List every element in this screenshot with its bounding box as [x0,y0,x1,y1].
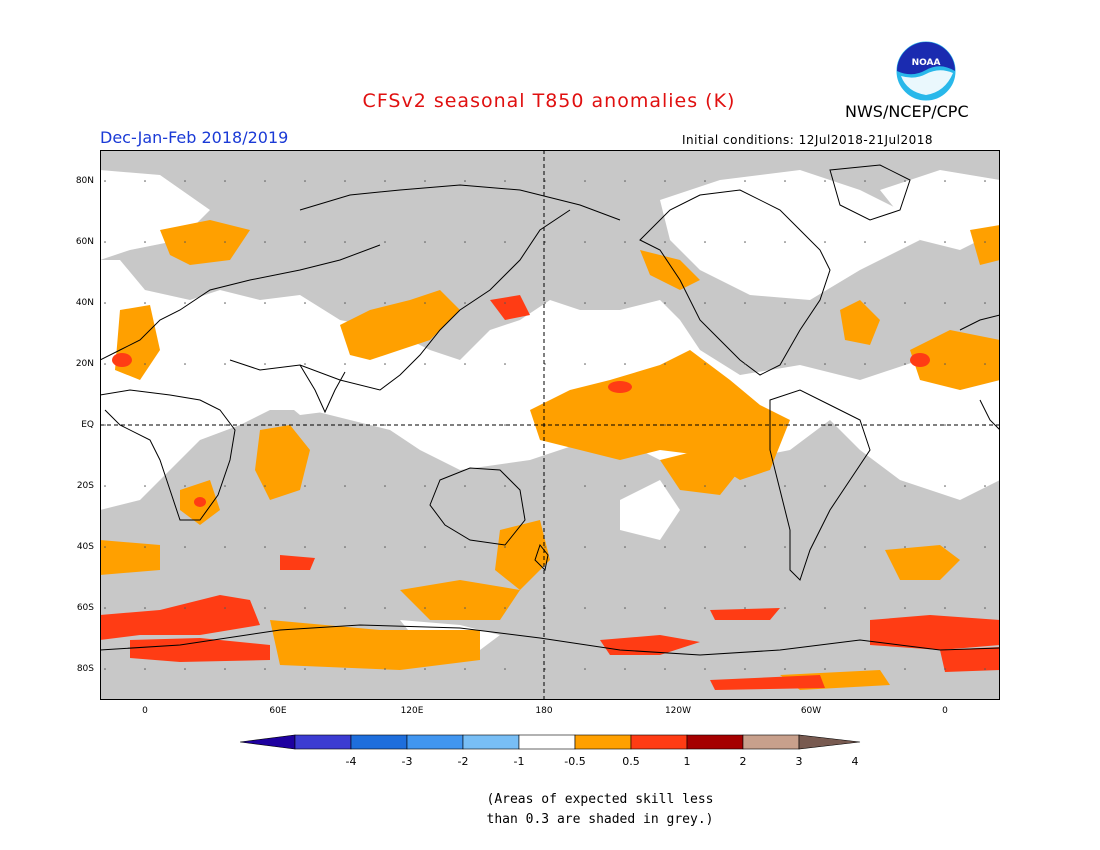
colorbar-label: 2 [739,755,747,768]
colorbar-label: 3 [795,755,803,768]
colorbar-label: -4 [345,755,357,768]
colorbar-cell [294,734,352,750]
lat-label: EQ [81,420,94,430]
lat-label: 20S [76,481,94,491]
colorbar-cell [742,734,800,750]
lon-label: 60W [800,706,822,716]
lat-label: 60N [75,237,94,247]
lon-label: 120E [400,706,424,716]
colorbar-arrow-right [798,734,861,750]
lat-label: 20N [75,359,94,369]
forecast-period: Dec-Jan-Feb 2018/2019 [100,128,289,147]
colorbar-label: 4 [851,755,859,768]
lon-label: 180 [535,706,553,716]
colorbar-cell [518,734,576,750]
noaa-logo-icon: NOAA [895,40,957,102]
colorbar-label: 0.5 [622,755,640,768]
colorbar-cell [462,734,520,750]
map-title-text: CFSv2 seasonal T850 anomalies (K) [362,90,736,112]
lat-label: 40N [75,298,94,308]
colorbar-label: 1 [683,755,691,768]
lat-label: 80N [75,176,94,186]
initial-conditions: Initial conditions: 12Jul2018-21Jul2018 [682,133,934,147]
lon-label: 0 [942,706,948,716]
colorbar-cell [350,734,408,750]
colorbar-cell [630,734,688,750]
skill-note-line2: than 0.3 are shaded in grey.) [486,812,714,827]
lon-label: 0 [142,706,148,716]
map-title: CFSv2 seasonal T850 anomalies (K) [0,90,1100,112]
skill-note-line1: (Areas of expected skill less [486,792,714,807]
colorbar-cell [406,734,464,750]
lon-label: 60E [269,706,287,716]
colorbar-label: -3 [401,755,413,768]
org-label: NWS/NCEP/CPC [845,102,969,121]
anomaly-map [100,150,1000,700]
colorbar-label: -0.5 [564,755,586,768]
lon-label: 120W [664,706,692,716]
colorbar-arrow-left [240,734,296,750]
svg-text:NOAA: NOAA [912,58,941,68]
colorbar-cell [686,734,744,750]
colorbar-label: -2 [457,755,469,768]
colorbar [240,734,861,750]
colorbar-cell [574,734,632,750]
colorbar-label: -1 [513,755,525,768]
lat-label: 60S [76,603,94,613]
lat-label: 40S [76,542,94,552]
lat-label: 80S [76,664,94,674]
